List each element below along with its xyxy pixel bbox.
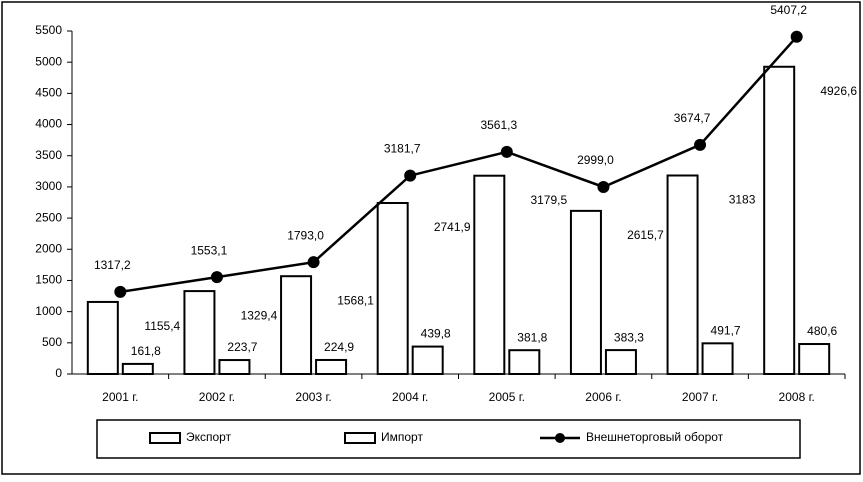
bar <box>280 275 313 375</box>
bar <box>604 349 637 375</box>
value-label: 5407,2 <box>770 3 807 17</box>
value-label: 383,3 <box>614 330 644 344</box>
legend-swatch <box>344 432 376 444</box>
legend-box <box>96 419 801 459</box>
y-tick-label: 4000 <box>35 117 62 131</box>
value-label: 1568,1 <box>337 293 374 307</box>
x-tick-label: 2002 г. <box>199 390 235 404</box>
value-label: 3561,3 <box>480 118 517 132</box>
line-point <box>307 256 320 269</box>
bar <box>315 358 348 376</box>
legend-marker <box>555 433 565 443</box>
legend-label: Внешнеторговый оборот <box>586 430 724 444</box>
y-tick-label: 1500 <box>35 273 62 287</box>
bar <box>183 290 216 375</box>
value-label: 224,9 <box>324 340 354 354</box>
y-tick-label: 500 <box>42 335 62 349</box>
line-point <box>404 169 417 182</box>
y-tick-label: 3500 <box>35 148 62 162</box>
value-label: 381,8 <box>517 330 547 344</box>
value-label: 2999,0 <box>577 153 614 167</box>
bar <box>411 345 444 376</box>
value-label: 3183 <box>729 193 756 207</box>
y-tick-label: 2500 <box>35 210 62 224</box>
bar <box>798 343 831 376</box>
legend-swatch <box>149 432 181 444</box>
chart-border <box>1 1 861 475</box>
bar <box>569 209 602 375</box>
value-label: 1155,4 <box>144 319 180 333</box>
value-label: 2741,9 <box>434 220 471 234</box>
line-point <box>114 285 127 298</box>
x-tick-label: 2001 г. <box>102 390 138 404</box>
y-tick-label: 2000 <box>35 241 62 255</box>
bar <box>473 174 506 375</box>
value-label: 1553,1 <box>191 243 228 257</box>
line-point <box>790 30 803 43</box>
bar <box>666 174 699 375</box>
y-tick-label: 0 <box>55 366 62 380</box>
bar <box>121 362 154 376</box>
y-tick-label: 3000 <box>35 179 62 193</box>
value-label: 3179,5 <box>530 193 567 207</box>
value-label: 1793,0 <box>287 228 324 242</box>
bar <box>508 349 541 376</box>
y-tick-label: 1000 <box>35 304 62 318</box>
bar <box>701 342 734 375</box>
bar <box>763 65 796 375</box>
line-point <box>694 138 707 151</box>
bar <box>218 359 251 376</box>
value-label: 4926,6 <box>820 84 857 98</box>
value-label: 1317,2 <box>94 258 131 272</box>
line-point <box>597 180 610 193</box>
bar <box>86 300 119 376</box>
x-tick-label: 2008 г. <box>779 390 815 404</box>
x-tick-label: 2004 г. <box>392 390 428 404</box>
value-label: 161,8 <box>131 344 161 358</box>
x-tick-label: 2005 г. <box>489 390 525 404</box>
bar <box>376 202 409 375</box>
x-tick-label: 2007 г. <box>682 390 718 404</box>
x-tick-label: 2006 г. <box>585 390 621 404</box>
value-label: 2615,7 <box>627 228 664 242</box>
y-tick-label: 4500 <box>35 86 62 100</box>
legend-label: Экспорт <box>186 430 232 444</box>
value-label: 3181,7 <box>384 142 421 156</box>
line-point <box>500 145 513 158</box>
legend-label: Импорт <box>381 430 423 444</box>
value-label: 223,7 <box>227 340 257 354</box>
y-tick-label: 5500 <box>35 23 62 37</box>
line <box>120 35 798 294</box>
value-label: 1329,4 <box>241 308 278 322</box>
value-label: 491,7 <box>711 324 741 338</box>
x-tick-label: 2003 г. <box>295 390 331 404</box>
value-label: 480,6 <box>807 324 837 338</box>
value-label: 439,8 <box>421 327 451 341</box>
value-label: 3674,7 <box>674 111 711 125</box>
y-tick-label: 5000 <box>35 54 62 68</box>
line-point <box>210 271 223 284</box>
